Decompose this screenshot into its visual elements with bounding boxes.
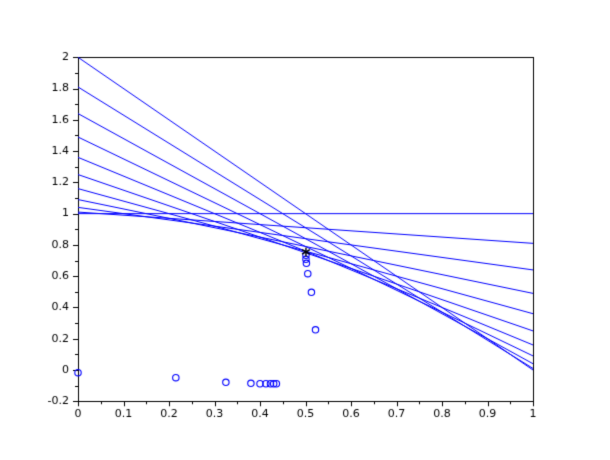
plot-canvas <box>0 0 610 460</box>
figure-window <box>0 0 610 460</box>
